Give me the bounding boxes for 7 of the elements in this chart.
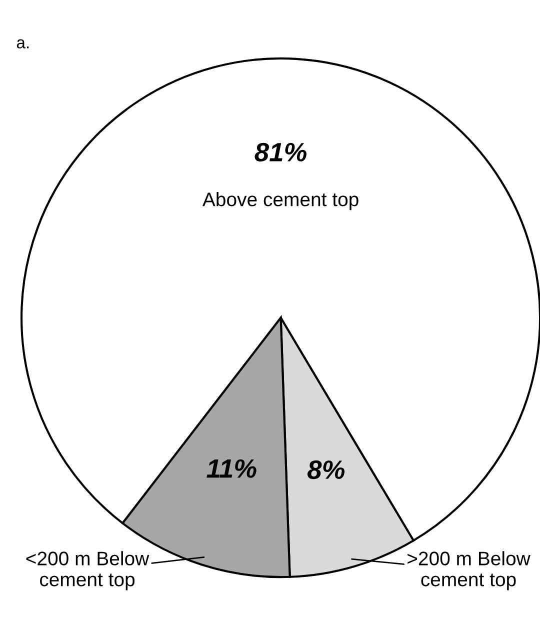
slice-label: Above cement top <box>202 192 358 210</box>
data-label: 81% <box>254 142 306 162</box>
data-label: 11% <box>206 459 256 478</box>
data-label: 8% <box>307 460 345 480</box>
slice-label: >200 m Below cement top <box>408 551 530 590</box>
chart-title: a. <box>16 39 29 48</box>
slice-label: <200 m Below cement top <box>26 551 150 590</box>
